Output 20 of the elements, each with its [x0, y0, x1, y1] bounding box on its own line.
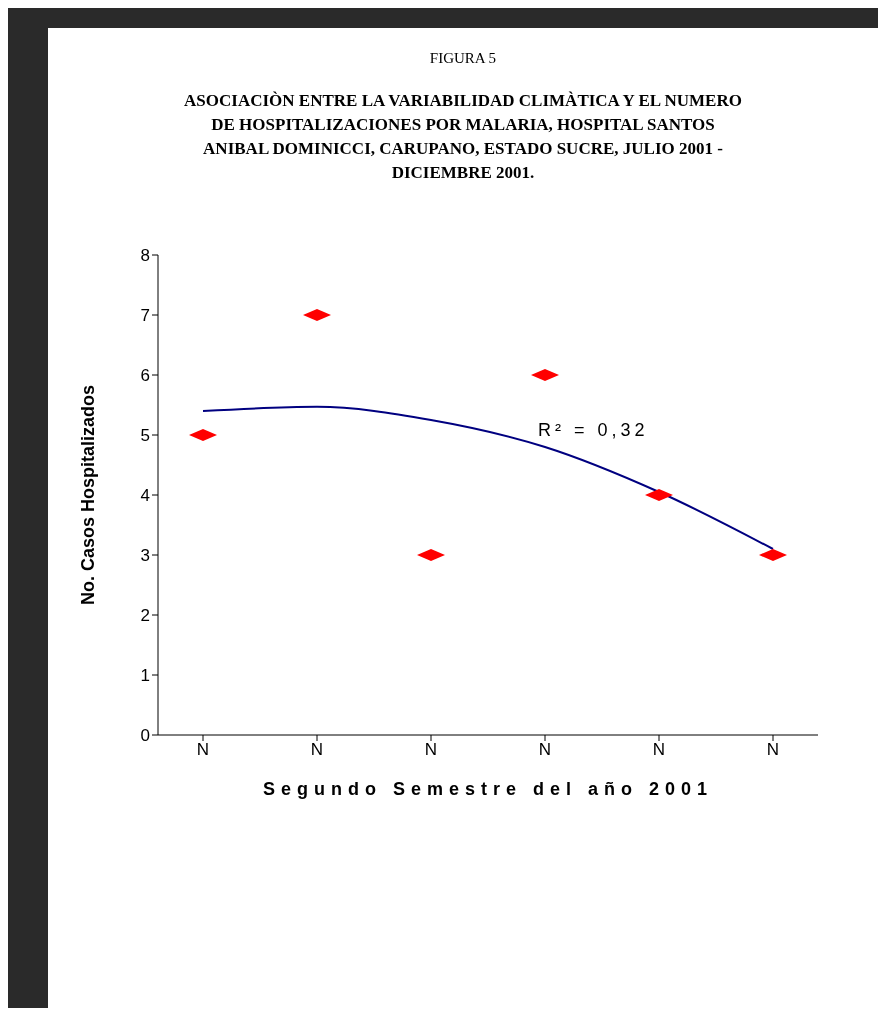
y-axis-title: No. Casos Hospitalizados	[78, 384, 99, 606]
y-tick-label: 0	[140, 726, 150, 746]
chart-title: FIGURA 5	[428, 50, 498, 67]
x-tick-label: N	[766, 740, 780, 760]
x-tick-label: N	[424, 740, 438, 760]
y-tick-label: 3	[140, 546, 150, 566]
annotation: R² = 0,32	[538, 420, 649, 441]
y-tick-label: 4	[140, 486, 150, 506]
x-axis-title: Segundo Semestre del año 2001	[262, 779, 714, 799]
chart-subtitle: ASOCIACIÒN ENTRE LA VARIABILIDAD CLIMÀTICA Y EL NUMERO DE HOSPITALIZACIONES POR MALARIA, HOSPITAL SANTOS ANIBAL DOMINICCI, CARUPANO, ESTADO SUCRE, JULIO 2001 - DICIEMBRE 2001.	[183, 90, 743, 184]
x-tick-label: N	[310, 740, 324, 760]
x-tick-label: N	[196, 740, 210, 760]
x-tick-label: N	[652, 740, 666, 760]
y-tick-label: 1	[140, 666, 150, 686]
y-tick-label: 7	[140, 306, 150, 326]
y-tick-label: 5	[140, 426, 150, 446]
y-tick-label: 2	[140, 606, 150, 626]
y-tick-label: 6	[140, 366, 150, 386]
y-tick-label: 8	[140, 246, 150, 266]
x-tick-label: N	[538, 740, 552, 760]
